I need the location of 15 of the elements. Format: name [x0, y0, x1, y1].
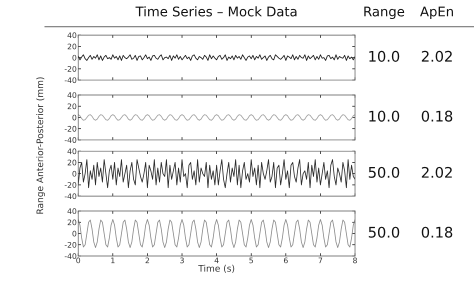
x-axis-title: Time (s): [198, 264, 234, 273]
text: 0.18: [422, 110, 452, 122]
y-axis-title: Range Anterior-Posterior (mm): [36, 77, 45, 214]
text: 50.0: [368, 226, 400, 238]
line-series: [78, 219, 356, 248]
text: ApEn: [420, 6, 453, 20]
text: 0.18: [422, 226, 452, 238]
text: 2.02: [422, 50, 452, 62]
chart-title: Time Series – Mock Data: [136, 6, 296, 16]
text: 10.0: [369, 50, 400, 62]
text: 2.02: [422, 166, 452, 178]
text: 50.0: [368, 166, 400, 178]
text: Range: [364, 6, 404, 20]
line-series: [78, 159, 356, 188]
text: 10.0: [369, 110, 400, 122]
